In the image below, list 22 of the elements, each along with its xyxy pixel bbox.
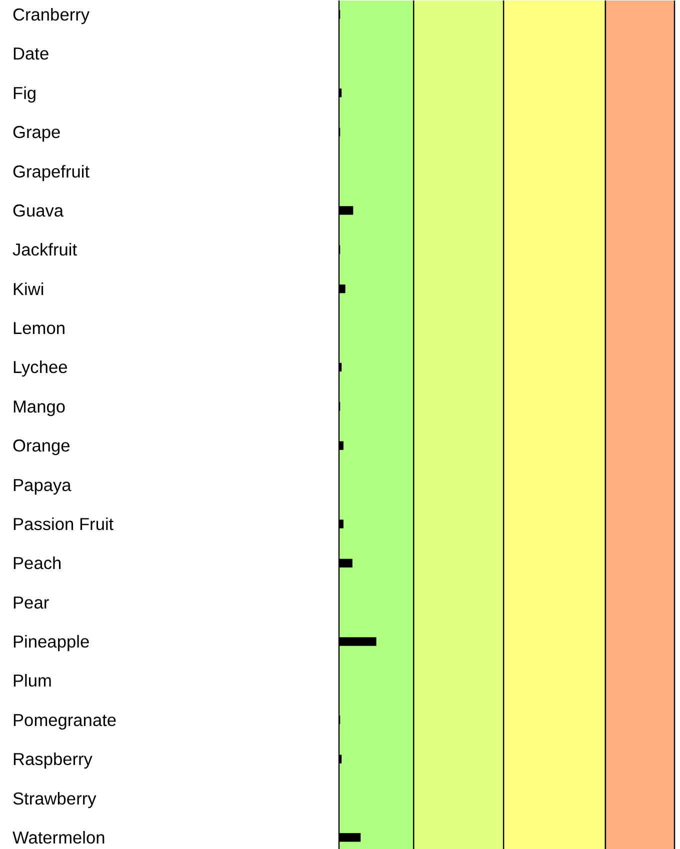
y-tick-label: Kiwi xyxy=(12,278,44,299)
y-tick-label: Fig xyxy=(12,82,37,103)
y-tick-label: Pineapple xyxy=(12,632,90,652)
y-tick-label: Jackfruit xyxy=(12,240,78,260)
y-tick-label: Grapefruit xyxy=(12,161,90,182)
y-tick-label: Lemon xyxy=(12,318,66,338)
y-tick-label: Passion Fruit xyxy=(12,514,114,534)
y-tick-label: Orange xyxy=(12,436,70,456)
y-tick-label: Cranberry xyxy=(12,4,90,24)
y-tick-label: Date xyxy=(12,44,50,64)
y-tick-label: Mango xyxy=(12,396,66,416)
y-tick-label: Raspberry xyxy=(12,749,93,770)
y-tick-label: Grape xyxy=(12,122,61,142)
y-tick-label: Lychee xyxy=(12,357,68,378)
y-tick-label: Pomegranate xyxy=(12,710,117,730)
y-tick-label: Papaya xyxy=(12,474,72,495)
y-tick-label: Pear xyxy=(12,592,50,612)
y-tick-label: Plum xyxy=(12,670,52,691)
y-tick-label: Guava xyxy=(12,200,64,220)
y-tick-label: Watermelon xyxy=(12,827,106,848)
y-tick-label: Strawberry xyxy=(12,788,97,808)
y-tick-label: Peach xyxy=(12,553,62,574)
